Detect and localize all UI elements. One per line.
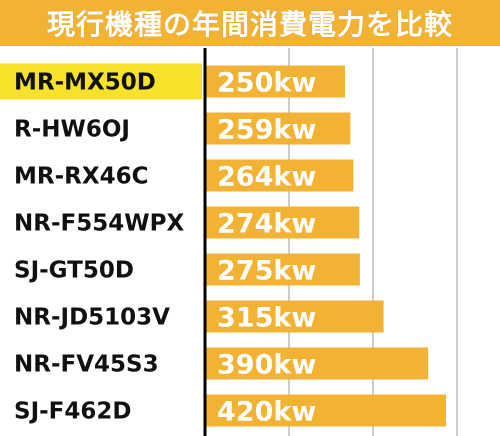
- bar: [205, 253, 360, 286]
- chart-title-banner: 現行機種の年間消費電力を比較: [0, 0, 500, 48]
- bar: [205, 394, 446, 427]
- category-label: NR-FV45S3: [14, 352, 159, 378]
- bar: [205, 206, 360, 239]
- value-label: 259kw: [217, 115, 316, 146]
- bar: [205, 347, 429, 380]
- category-label: NR-JD5103V: [14, 305, 170, 331]
- bar-chart: MR-MX50D 250kw R-HW6OJ 259kw MR-RX46C 264kw NR…: [0, 48, 458, 436]
- value-label: 250kw: [217, 68, 316, 99]
- bar: [205, 159, 354, 192]
- value-label: 420kw: [217, 397, 316, 428]
- bar: [205, 300, 384, 333]
- category-label: NR-F554WPX: [14, 211, 184, 237]
- category-label: SJ-F462D: [14, 399, 131, 425]
- category-label: MR-RX46C: [14, 164, 148, 190]
- value-label: 274kw: [217, 209, 316, 240]
- category-label: R-HW6OJ: [14, 117, 130, 143]
- chart-title: 現行機種の年間消費電力を比較: [46, 8, 453, 41]
- category-label: MR-MX50D: [14, 70, 156, 96]
- value-label: 390kw: [217, 350, 316, 381]
- value-label: 275kw: [217, 256, 316, 287]
- bar: [205, 112, 351, 145]
- highlight-box: [0, 63, 202, 100]
- bar: [205, 65, 345, 98]
- value-label: 315kw: [217, 303, 316, 334]
- category-label: SJ-GT50D: [14, 258, 134, 284]
- value-label: 264kw: [217, 162, 316, 193]
